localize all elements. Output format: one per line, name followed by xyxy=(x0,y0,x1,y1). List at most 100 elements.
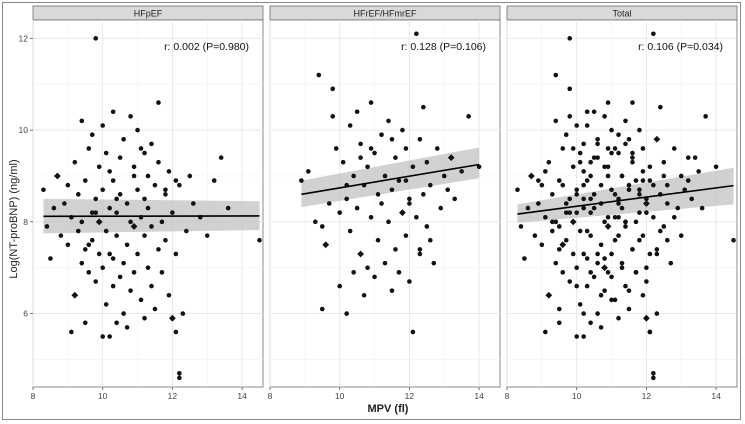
data-point xyxy=(640,233,646,238)
panel-strip-label: HFrEF/HFmrEF xyxy=(354,9,417,19)
data-point xyxy=(93,196,99,202)
data-point xyxy=(595,260,600,266)
panel-1: HFpEF r: 0.002 (P=0.980) 8 10 12 14 6 8 10 12 xyxy=(19,5,264,401)
data-point xyxy=(103,228,109,234)
data-point xyxy=(637,192,642,197)
data-point xyxy=(605,214,611,220)
data-point xyxy=(605,173,611,179)
data-point xyxy=(62,201,67,206)
panel-strip-label: HFpEF xyxy=(134,9,163,19)
confidence-band xyxy=(301,147,480,208)
data-point xyxy=(598,292,604,298)
data-point xyxy=(138,297,144,303)
data-point xyxy=(630,247,635,252)
data-point xyxy=(604,223,612,230)
data-point xyxy=(180,311,186,316)
x-tick-label: 8 xyxy=(505,391,510,401)
x-tick-label: 12 xyxy=(168,391,178,401)
data-point xyxy=(584,123,590,128)
data-point xyxy=(396,178,402,183)
data-point xyxy=(682,187,688,193)
data-point xyxy=(556,247,562,252)
data-point xyxy=(623,118,628,124)
data-point xyxy=(696,169,701,174)
data-point xyxy=(574,210,579,215)
data-point xyxy=(257,237,262,243)
data-point xyxy=(654,311,660,316)
data-point xyxy=(581,311,586,316)
data-point xyxy=(602,219,607,225)
data-point xyxy=(616,201,621,206)
data-point xyxy=(103,302,109,307)
data-point xyxy=(351,270,356,275)
data-point xyxy=(48,256,53,261)
data-point xyxy=(692,155,698,160)
data-point xyxy=(107,251,112,257)
data-point xyxy=(163,192,168,197)
data-point xyxy=(671,214,677,220)
data-point xyxy=(623,224,628,229)
data-point xyxy=(375,237,381,243)
data-point xyxy=(382,260,388,266)
data-point xyxy=(138,146,144,151)
data-point xyxy=(623,219,628,225)
data-point xyxy=(731,237,736,243)
data-point xyxy=(616,214,621,220)
data-point xyxy=(407,279,412,284)
data-point xyxy=(685,178,691,183)
data-point xyxy=(424,224,430,229)
data-point xyxy=(630,100,635,105)
data-point xyxy=(654,251,660,257)
data-point xyxy=(89,237,95,243)
data-point xyxy=(156,247,161,252)
data-point xyxy=(76,228,81,234)
data-point xyxy=(76,192,81,197)
data-point xyxy=(602,114,607,119)
data-point xyxy=(110,283,116,289)
data-point xyxy=(567,36,573,41)
data-point xyxy=(567,210,573,215)
y-tick-label: 10 xyxy=(19,125,29,135)
data-point xyxy=(665,237,670,243)
regression-line xyxy=(301,163,480,196)
correlation-annotation: r: 0.106 (P=0.034) xyxy=(638,41,723,53)
data-point xyxy=(588,196,593,202)
regression-line xyxy=(517,184,734,215)
data-point xyxy=(588,173,593,179)
data-point xyxy=(616,132,621,137)
data-point xyxy=(626,288,632,293)
figure-frame xyxy=(2,2,741,420)
data-point xyxy=(651,214,656,220)
data-point xyxy=(581,196,586,202)
data-point xyxy=(616,150,621,156)
data-point xyxy=(218,155,224,160)
panel-strip-label: Total xyxy=(612,9,631,19)
data-point xyxy=(567,196,573,202)
data-point xyxy=(570,251,576,257)
data-point xyxy=(574,187,579,193)
data-point xyxy=(434,146,440,151)
data-point xyxy=(647,164,653,170)
data-point xyxy=(441,173,447,179)
data-point xyxy=(110,178,116,183)
data-point xyxy=(591,109,597,115)
data-point xyxy=(79,260,85,266)
data-point xyxy=(658,228,663,234)
data-point xyxy=(661,159,667,165)
data-point xyxy=(347,123,353,128)
data-point xyxy=(131,270,137,275)
data-point xyxy=(675,205,681,211)
data-point xyxy=(124,201,130,206)
data-point xyxy=(100,123,105,128)
data-point xyxy=(616,315,621,321)
data-point xyxy=(584,178,590,183)
data-point xyxy=(556,320,562,326)
panel-2: HFrEF/HFmrEF r: 0.128 (P=0.106) 8 10 12 14 xyxy=(268,5,501,401)
data-point xyxy=(65,242,71,248)
data-point xyxy=(699,205,705,211)
data-point xyxy=(563,132,569,137)
data-point xyxy=(361,292,367,298)
data-point xyxy=(368,146,374,151)
data-point xyxy=(379,132,384,137)
data-point xyxy=(421,192,426,197)
